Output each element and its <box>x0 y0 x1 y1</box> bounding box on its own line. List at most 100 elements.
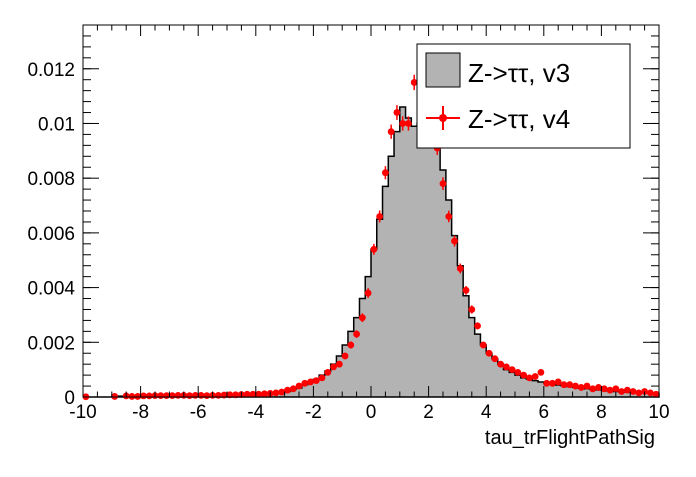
point-marker-v4 <box>474 322 481 330</box>
x-tick-label: -2 <box>305 402 322 423</box>
x-tick-label: 6 <box>539 402 550 423</box>
legend-swatch-hist <box>425 52 461 88</box>
point-marker-v4 <box>111 393 119 400</box>
points-layer <box>82 74 660 401</box>
point-marker-v4 <box>554 378 562 386</box>
point-marker-v4 <box>393 109 401 116</box>
point-marker-v4 <box>537 368 545 376</box>
point-marker-v4 <box>387 128 395 136</box>
point-marker-v4 <box>301 379 309 387</box>
point-marker-v4 <box>629 388 637 395</box>
point-marker-v4 <box>370 245 378 253</box>
point-marker-v4 <box>439 180 447 188</box>
legend-label-v3: Z->ττ, v3 <box>468 58 570 88</box>
point-marker-v4 <box>479 341 487 349</box>
point-marker-v4 <box>572 382 579 390</box>
y-tick-label: 0.008 <box>27 169 75 190</box>
point-marker-v4 <box>376 213 384 220</box>
point-marker-v4 <box>445 213 453 220</box>
point-marker-v4 <box>549 379 556 387</box>
legend-marker-points <box>439 114 447 122</box>
point-marker-v4 <box>272 389 280 397</box>
point-marker-v4 <box>128 393 136 400</box>
point-marker-v4 <box>560 381 568 389</box>
x-tick-label: 2 <box>423 402 434 423</box>
point-marker-v4 <box>595 384 602 391</box>
x-tick-label: 0 <box>366 402 377 423</box>
point-marker-v4 <box>330 363 337 371</box>
point-marker-v4 <box>514 368 522 376</box>
point-marker-v4 <box>589 385 597 393</box>
x-tick-label: 8 <box>596 402 607 423</box>
point-marker-v4 <box>243 390 251 398</box>
y-tick-label: 0.01 <box>38 114 75 135</box>
plot-frame <box>82 24 660 398</box>
legend: Z->ττ, v3 Z->ττ, v4 <box>416 43 631 149</box>
point-marker-v4 <box>462 286 470 294</box>
point-marker-v4 <box>410 79 418 86</box>
point-marker-v4 <box>307 378 314 386</box>
point-marker-v4 <box>405 120 412 127</box>
x-tick-label: 4 <box>481 402 492 423</box>
point-marker-v4 <box>353 330 360 338</box>
x-tick-label: 10 <box>648 402 669 423</box>
axes-layer: -10 -8 -6 -4 -2 0 2 4 6 8 10 0 0.002 0.004 0.006 0.008 0… <box>27 24 670 423</box>
point-marker-v4 <box>134 393 142 400</box>
y-tick-label: 0.004 <box>27 279 75 300</box>
y-tick-label: 0.006 <box>27 224 75 245</box>
x-tick-label: -6 <box>190 402 207 423</box>
point-marker-v4 <box>312 377 320 384</box>
point-marker-v4 <box>618 388 625 395</box>
y-tick-label: 0 <box>64 388 75 409</box>
x-tick-label: -10 <box>69 402 96 423</box>
point-marker-v4 <box>468 306 476 313</box>
point-marker-v4 <box>502 363 510 371</box>
point-marker-v4 <box>255 390 263 398</box>
legend-label-v4: Z->ττ, v4 <box>468 104 570 134</box>
point-marker-v4 <box>646 389 654 397</box>
point-marker-v4 <box>491 355 499 363</box>
point-marker-v4 <box>295 382 303 390</box>
point-marker-v4 <box>635 389 643 397</box>
point-marker-v4 <box>364 289 372 297</box>
point-marker-v4 <box>526 374 533 382</box>
point-marker-v4 <box>284 386 291 394</box>
x-axis-title: tau_trFlightPathSig <box>485 427 655 449</box>
point-marker-v4 <box>600 385 608 393</box>
point-marker-v4 <box>543 379 551 387</box>
point-marker-v4 <box>382 169 389 177</box>
point-marker-v4 <box>606 386 614 394</box>
point-marker-v4 <box>566 381 574 389</box>
point-marker-v4 <box>140 392 147 400</box>
point-marker-v4 <box>652 390 660 398</box>
point-marker-v4 <box>485 349 493 357</box>
point-marker-v4 <box>399 120 407 127</box>
point-marker-v4 <box>261 390 268 398</box>
point-marker-v4 <box>451 237 458 245</box>
point-marker-v4 <box>358 314 366 322</box>
point-marker-v4 <box>497 360 504 368</box>
x-tick-label: -4 <box>247 402 264 423</box>
point-marker-v4 <box>249 390 257 398</box>
point-marker-v4 <box>623 386 631 394</box>
point-marker-v4 <box>341 352 349 360</box>
point-marker-v4 <box>335 360 343 368</box>
point-marker-v4 <box>508 366 516 374</box>
point-marker-v4 <box>145 392 153 400</box>
point-marker-v4 <box>278 388 286 396</box>
point-marker-v4 <box>318 374 326 382</box>
point-marker-v4 <box>347 341 355 349</box>
point-marker-v4 <box>324 368 332 376</box>
y-tick-label: 0.012 <box>27 60 75 81</box>
x-tick-label: -8 <box>132 402 149 423</box>
point-marker-v4 <box>520 371 528 379</box>
point-marker-v4 <box>289 385 297 393</box>
point-marker-v4 <box>531 373 539 380</box>
point-marker-v4 <box>583 382 591 390</box>
point-marker-v4 <box>612 385 620 393</box>
point-marker-v4 <box>577 384 585 391</box>
point-marker-v4 <box>456 265 464 272</box>
y-tick-label: 0.002 <box>27 333 75 354</box>
